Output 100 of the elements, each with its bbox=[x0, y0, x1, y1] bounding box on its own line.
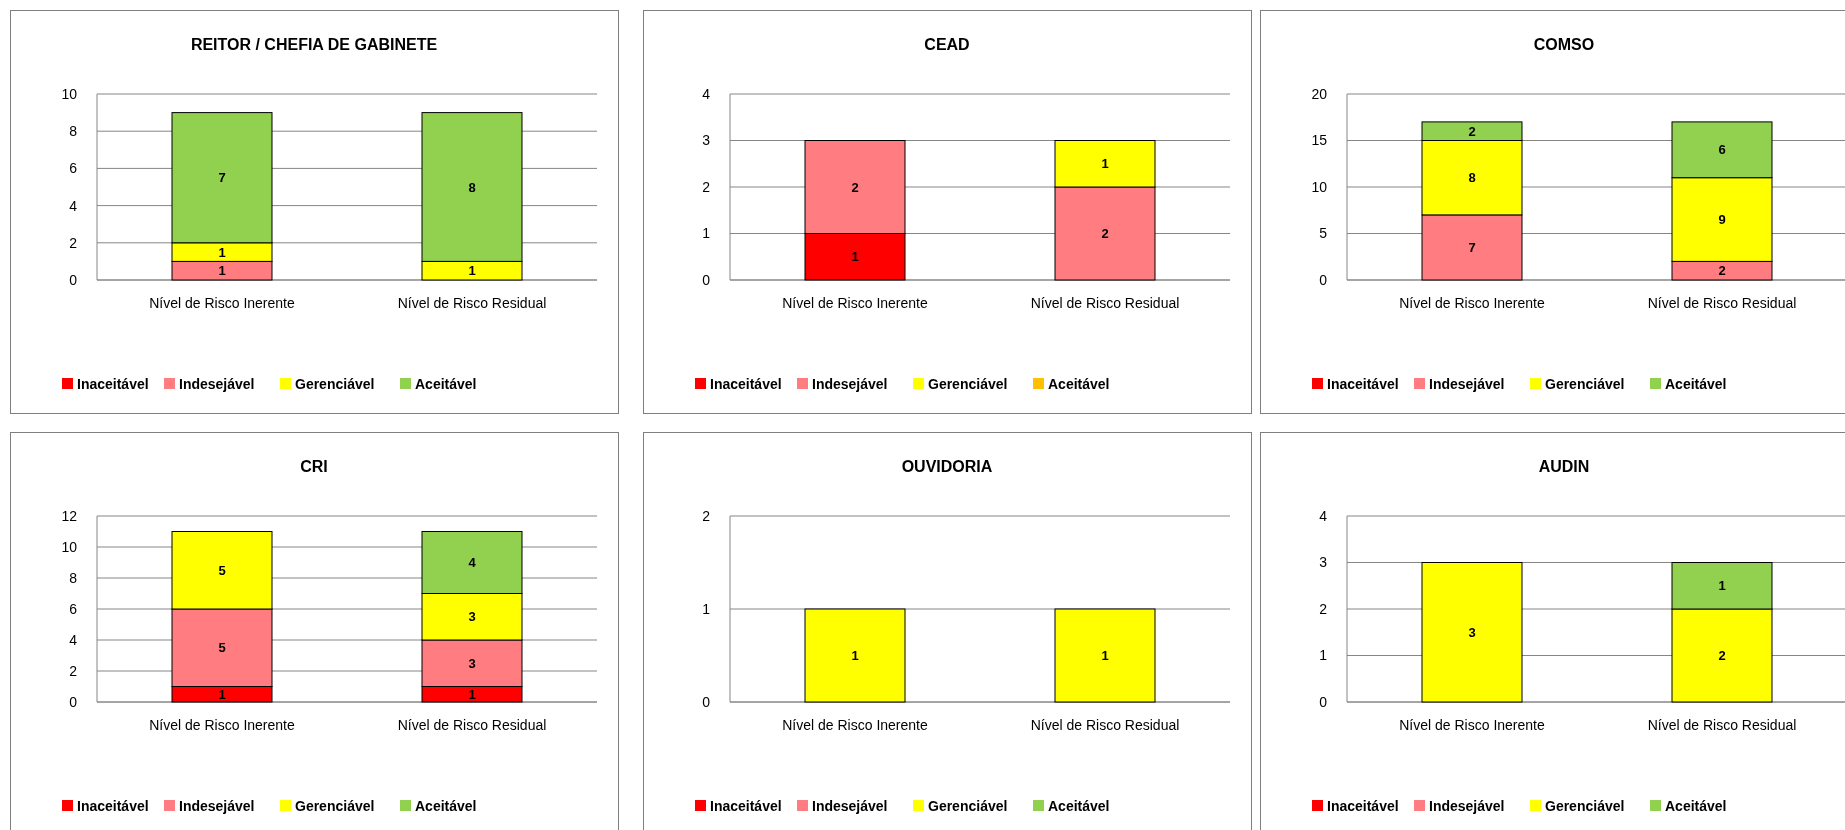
legend-label: Indesejável bbox=[179, 797, 255, 814]
legend-label: Gerenciável bbox=[928, 797, 1008, 814]
y-tick-label: 10 bbox=[61, 538, 78, 555]
chart-title: COMSO bbox=[1533, 36, 1595, 53]
data-label: 8 bbox=[1468, 170, 1476, 186]
y-tick-label: 4 bbox=[702, 85, 711, 102]
data-label: 7 bbox=[1468, 240, 1476, 255]
chart-title: AUDIN bbox=[1538, 458, 1590, 475]
y-tick-label: 4 bbox=[1319, 507, 1328, 524]
legend-label: Indesejável bbox=[812, 375, 888, 392]
y-tick-label: 2 bbox=[702, 507, 711, 524]
y-tick-label: 2 bbox=[702, 178, 711, 195]
legend-label: Indesejável bbox=[179, 375, 255, 392]
data-label: 1 bbox=[1101, 156, 1109, 172]
data-label: 3 bbox=[468, 655, 476, 671]
y-tick-label: 0 bbox=[69, 271, 78, 288]
legend-label: Inaceitável bbox=[1327, 375, 1399, 392]
data-label: 4 bbox=[468, 555, 477, 571]
x-tick-label: Nível de Risco Residual bbox=[1030, 717, 1180, 733]
y-tick-label: 0 bbox=[702, 271, 711, 288]
legend-label: Indesejável bbox=[1429, 375, 1505, 392]
y-tick-label: 10 bbox=[1311, 178, 1328, 195]
x-tick-label: Nível de Risco Residual bbox=[1647, 295, 1797, 311]
data-label: 9 bbox=[1718, 212, 1726, 228]
y-tick-label: 0 bbox=[69, 693, 78, 710]
legend-label: Gerenciável bbox=[1545, 375, 1625, 392]
y-tick-label: 8 bbox=[69, 569, 78, 586]
data-label: 1 bbox=[218, 686, 226, 702]
x-tick-label: Nível de Risco Inerente bbox=[782, 717, 928, 733]
data-label: 5 bbox=[218, 640, 226, 656]
legend-label: Aceitável bbox=[415, 375, 477, 392]
y-tick-label: 4 bbox=[69, 197, 78, 214]
data-label: 3 bbox=[468, 609, 476, 625]
legend-label: Gerenciável bbox=[295, 797, 375, 814]
y-tick-label: 0 bbox=[702, 693, 711, 710]
y-tick-label: 12 bbox=[61, 507, 78, 524]
legend-label: Inaceitável bbox=[710, 375, 782, 392]
x-tick-label: Nível de Risco Inerente bbox=[782, 295, 928, 311]
legend-label: Inaceitável bbox=[77, 375, 149, 392]
legend-label: Indesejável bbox=[812, 797, 888, 814]
legend-label: Inaceitável bbox=[77, 797, 149, 814]
data-label: 1 bbox=[1101, 648, 1109, 664]
y-tick-label: 2 bbox=[1319, 600, 1328, 617]
x-tick-label: Nível de Risco Inerente bbox=[1399, 295, 1545, 311]
data-label: 2 bbox=[1718, 263, 1726, 279]
y-tick-label: 0 bbox=[1319, 693, 1328, 710]
y-tick-label: 20 bbox=[1311, 85, 1328, 102]
x-tick-label: Nível de Risco Residual bbox=[1647, 717, 1797, 733]
y-tick-label: 2 bbox=[69, 662, 78, 679]
legend-label: Aceitável bbox=[1665, 797, 1727, 814]
data-label: 1 bbox=[468, 263, 476, 279]
legend-label: Aceitável bbox=[415, 797, 477, 814]
y-tick-label: 10 bbox=[61, 85, 78, 102]
chart-title: OUVIDORIA bbox=[901, 458, 993, 475]
data-label: 2 bbox=[1468, 123, 1476, 139]
x-tick-label: Nível de Risco Inerente bbox=[149, 295, 295, 311]
legend-label: Inaceitável bbox=[1327, 797, 1399, 814]
y-tick-label: 15 bbox=[1311, 132, 1328, 149]
data-label: 7 bbox=[218, 170, 226, 186]
chart-title: CRI bbox=[300, 458, 328, 475]
y-tick-label: 6 bbox=[69, 600, 78, 617]
y-tick-label: 1 bbox=[1319, 647, 1328, 664]
data-label: 3 bbox=[1468, 624, 1476, 640]
y-tick-label: 3 bbox=[702, 132, 711, 149]
chart-title: REITOR / CHEFIA DE GABINETE bbox=[190, 36, 438, 53]
chart-title: CEAD bbox=[924, 36, 970, 53]
y-tick-label: 5 bbox=[1319, 225, 1328, 242]
data-label: 1 bbox=[468, 686, 476, 702]
legend-label: Gerenciável bbox=[295, 375, 375, 392]
data-label: 1 bbox=[1718, 578, 1726, 594]
data-label: 1 bbox=[851, 648, 859, 664]
legend-label: Indesejável bbox=[1429, 797, 1505, 814]
data-label: 2 bbox=[851, 179, 859, 195]
y-tick-label: 1 bbox=[702, 225, 711, 242]
y-tick-label: 6 bbox=[69, 160, 78, 177]
data-label: 5 bbox=[218, 562, 226, 578]
x-tick-label: Nível de Risco Residual bbox=[397, 717, 547, 733]
y-tick-label: 8 bbox=[69, 123, 78, 140]
x-tick-label: Nível de Risco Inerente bbox=[149, 717, 295, 733]
data-label: 6 bbox=[1718, 142, 1726, 158]
data-label: 2 bbox=[1718, 648, 1726, 664]
x-tick-label: Nível de Risco Residual bbox=[1030, 295, 1180, 311]
data-label: 1 bbox=[218, 244, 226, 260]
y-tick-label: 1 bbox=[702, 600, 711, 617]
legend-label: Aceitável bbox=[1665, 375, 1727, 392]
legend-label: Aceitável bbox=[1048, 797, 1110, 814]
legend-label: Inaceitável bbox=[710, 797, 782, 814]
y-tick-label: 3 bbox=[1319, 554, 1328, 571]
y-tick-label: 0 bbox=[1319, 271, 1328, 288]
data-label: 1 bbox=[218, 263, 226, 279]
data-label: 8 bbox=[468, 179, 476, 195]
y-tick-label: 2 bbox=[69, 234, 78, 251]
legend-label: Gerenciável bbox=[1545, 797, 1625, 814]
legend-label: Aceitável bbox=[1048, 375, 1110, 392]
y-tick-label: 4 bbox=[69, 631, 78, 648]
x-tick-label: Nível de Risco Residual bbox=[397, 295, 547, 311]
x-tick-label: Nível de Risco Inerente bbox=[1399, 717, 1545, 733]
data-label: 2 bbox=[1101, 226, 1109, 242]
data-label: 1 bbox=[851, 249, 859, 265]
legend-label: Gerenciável bbox=[928, 375, 1008, 392]
